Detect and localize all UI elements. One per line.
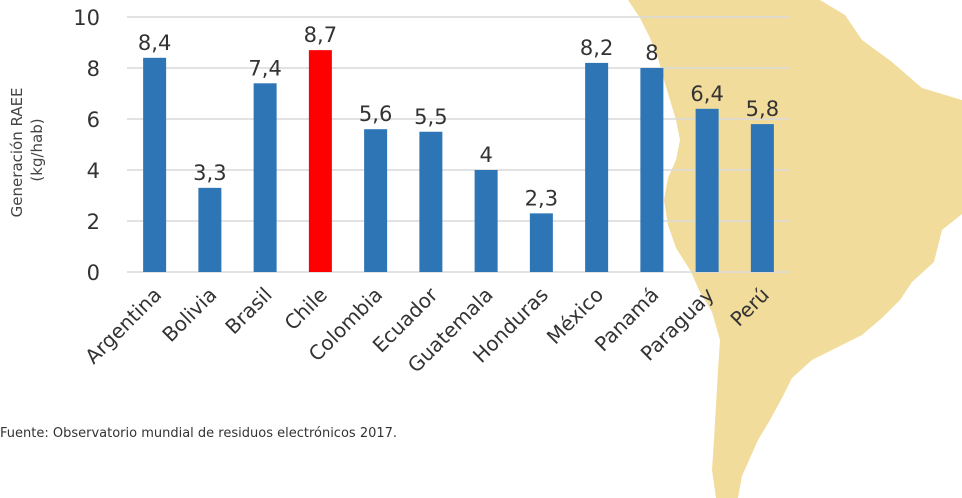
data-label-argentina: 8,4 xyxy=(138,31,171,55)
y-axis-title-line-1: Generación RAEE xyxy=(8,87,26,217)
category-label-brasil: Brasil xyxy=(220,283,276,339)
south-america-map xyxy=(628,0,962,498)
bar-bolivia xyxy=(198,187,222,272)
y-axis-ticks: 0 2 4 6 8 10 xyxy=(73,6,100,285)
bar-perú xyxy=(750,124,774,272)
gridlines xyxy=(127,16,790,273)
y-tick-label: 2 xyxy=(87,210,100,234)
data-label-chile: 8,7 xyxy=(304,23,337,47)
category-label-argentina: Argentina xyxy=(80,283,166,369)
bar-brasil xyxy=(253,83,277,272)
y-tick-label: 4 xyxy=(87,159,100,183)
y-axis-title-line-2: (kg/hab) xyxy=(28,118,46,181)
data-label-honduras: 2,3 xyxy=(525,186,558,210)
source-note: Fuente: Observatorio mundial de residuos… xyxy=(0,426,398,441)
y-tick-label: 6 xyxy=(87,108,100,132)
bar-chile xyxy=(308,50,332,273)
bar-honduras xyxy=(529,213,553,272)
y-tick-label: 8 xyxy=(87,57,100,81)
bars xyxy=(143,50,774,273)
y-axis-title: Generación RAEE (kg/hab) xyxy=(8,83,46,218)
data-label-ecuador: 5,5 xyxy=(414,105,447,129)
y-tick-label: 10 xyxy=(73,6,100,30)
data-labels: 8,4 3,3 7,4 8,7 5,6 5,5 4 2,3 8,2 8 6,4 5,8 xyxy=(138,23,779,210)
bar-paraguay xyxy=(695,108,719,272)
category-label-chile: Chile xyxy=(280,283,332,335)
bar-panamá xyxy=(640,68,664,272)
data-label-bolivia: 3,3 xyxy=(193,161,226,185)
bar-guatemala xyxy=(474,170,498,272)
data-label-brasil: 7,4 xyxy=(248,56,281,80)
map-island xyxy=(860,58,892,78)
category-label-bolivia: Bolivia xyxy=(157,283,221,347)
bar-ecuador xyxy=(419,131,443,272)
data-label-perú: 5,8 xyxy=(746,97,779,121)
y-tick-label: 0 xyxy=(87,261,100,285)
data-label-colombia: 5,6 xyxy=(359,102,392,126)
data-label-panamá: 8 xyxy=(645,41,658,65)
data-label-guatemala: 4 xyxy=(479,143,492,167)
bar-argentina xyxy=(143,57,167,272)
data-label-méxico: 8,2 xyxy=(580,36,613,60)
data-label-paraguay: 6,4 xyxy=(690,82,723,106)
bar-méxico xyxy=(585,62,609,273)
bar-colombia xyxy=(364,129,388,272)
